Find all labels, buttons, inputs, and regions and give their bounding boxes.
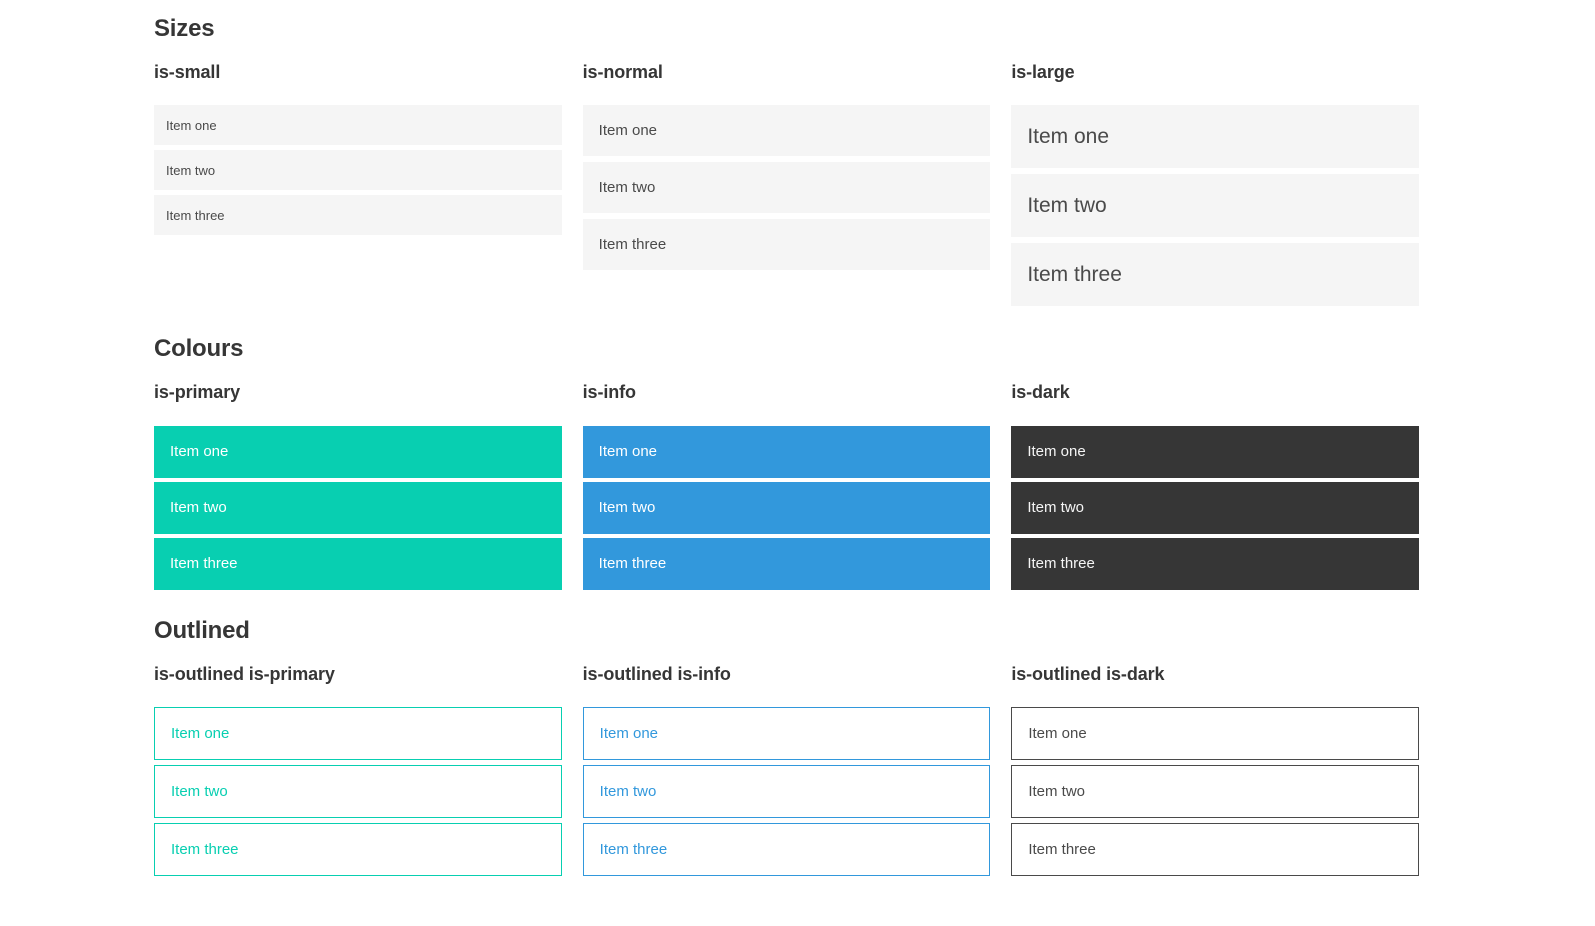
sizes-columns: is-small Item one Item two Item three is… [154,62,1419,313]
list-is-outlined-is-primary: Item one Item two Item three [154,707,562,877]
column-is-large: is-large Item one Item two Item three [1011,62,1419,313]
list-item[interactable]: Item one [154,707,562,761]
column-heading-is-info: is-info [582,382,636,403]
list-item[interactable]: Item one [582,707,991,761]
column-heading-is-dark: is-dark [1011,382,1070,403]
list-item[interactable]: Item one [154,425,562,478]
list-item[interactable]: Item one [1011,707,1419,761]
list-is-primary: Item one Item two Item three [154,425,562,590]
list-item[interactable]: Item two [154,150,562,191]
list-item[interactable]: Item two [582,481,991,534]
section-title-colours: Colours [154,335,244,363]
list-item[interactable]: Item three [1011,243,1419,307]
outlined-section: Outlined is-outlined is-primary Item one… [154,617,1419,881]
list-is-outlined-is-dark: Item one Item two Item three [1011,707,1419,877]
column-heading-is-outlined-is-primary: is-outlined is-primary [154,663,335,684]
column-heading-is-outlined-is-info: is-outlined is-info [582,663,731,684]
colours-section: Colours is-primary Item one Item two Ite… [154,335,1419,593]
list-item[interactable]: Item two [1011,174,1419,238]
outlined-columns: is-outlined is-primary Item one Item two… [154,664,1419,882]
list-item[interactable]: Item three [1011,823,1419,877]
list-item[interactable]: Item three [154,823,562,877]
list-item[interactable]: Item one [1011,105,1419,169]
list-is-info: Item one Item two Item three [582,425,991,590]
list-item[interactable]: Item three [154,195,562,236]
sizes-section: Sizes is-small Item one Item two Item th… [154,15,1419,312]
list-item[interactable]: Item one [582,105,991,157]
list-is-normal: Item one Item two Item three [582,105,991,271]
list-item[interactable]: Item two [582,765,991,819]
list-item[interactable]: Item three [582,537,991,590]
column-heading-is-primary: is-primary [154,382,241,403]
colours-columns: is-primary Item one Item two Item three … [154,382,1419,594]
list-is-outlined-is-info: Item one Item two Item three [582,707,991,877]
column-is-primary: is-primary Item one Item two Item three [154,382,562,594]
list-item[interactable]: Item three [1011,537,1419,590]
column-is-normal: is-normal Item one Item two Item three [582,61,991,277]
list-item[interactable]: Item two [1011,481,1419,534]
column-is-outlined-is-dark: is-outlined is-dark Item one Item two It… [1011,664,1419,882]
list-item[interactable]: Item one [1011,425,1419,478]
list-is-dark: Item one Item two Item three [1011,425,1419,590]
column-is-outlined-is-primary: is-outlined is-primary Item one Item two… [154,664,562,882]
list-is-small: Item one Item two Item three [154,105,562,236]
list-item[interactable]: Item three [582,219,991,271]
section-title-sizes: Sizes [154,15,215,42]
list-item[interactable]: Item two [1011,765,1419,819]
list-item[interactable]: Item two [154,481,562,534]
column-heading-is-outlined-is-dark: is-outlined is-dark [1011,663,1165,684]
section-title-outlined: Outlined [154,616,250,644]
column-heading-is-large: is-large [1011,61,1075,82]
list-item[interactable]: Item two [154,765,562,819]
list-item[interactable]: Item one [154,105,562,146]
list-is-large: Item one Item two Item three [1011,105,1419,307]
list-item[interactable]: Item one [582,425,991,478]
column-is-outlined-is-info: is-outlined is-info Item one Item two It… [582,663,991,882]
column-is-small: is-small Item one Item two Item three [154,62,562,241]
list-item[interactable]: Item two [582,162,991,214]
column-heading-is-normal: is-normal [582,61,663,82]
column-is-dark: is-dark Item one Item two Item three [1011,382,1419,594]
column-is-info: is-info Item one Item two Item three [582,382,991,594]
column-heading-is-small: is-small [154,61,221,82]
list-item[interactable]: Item three [582,823,991,877]
list-item[interactable]: Item three [154,537,562,590]
